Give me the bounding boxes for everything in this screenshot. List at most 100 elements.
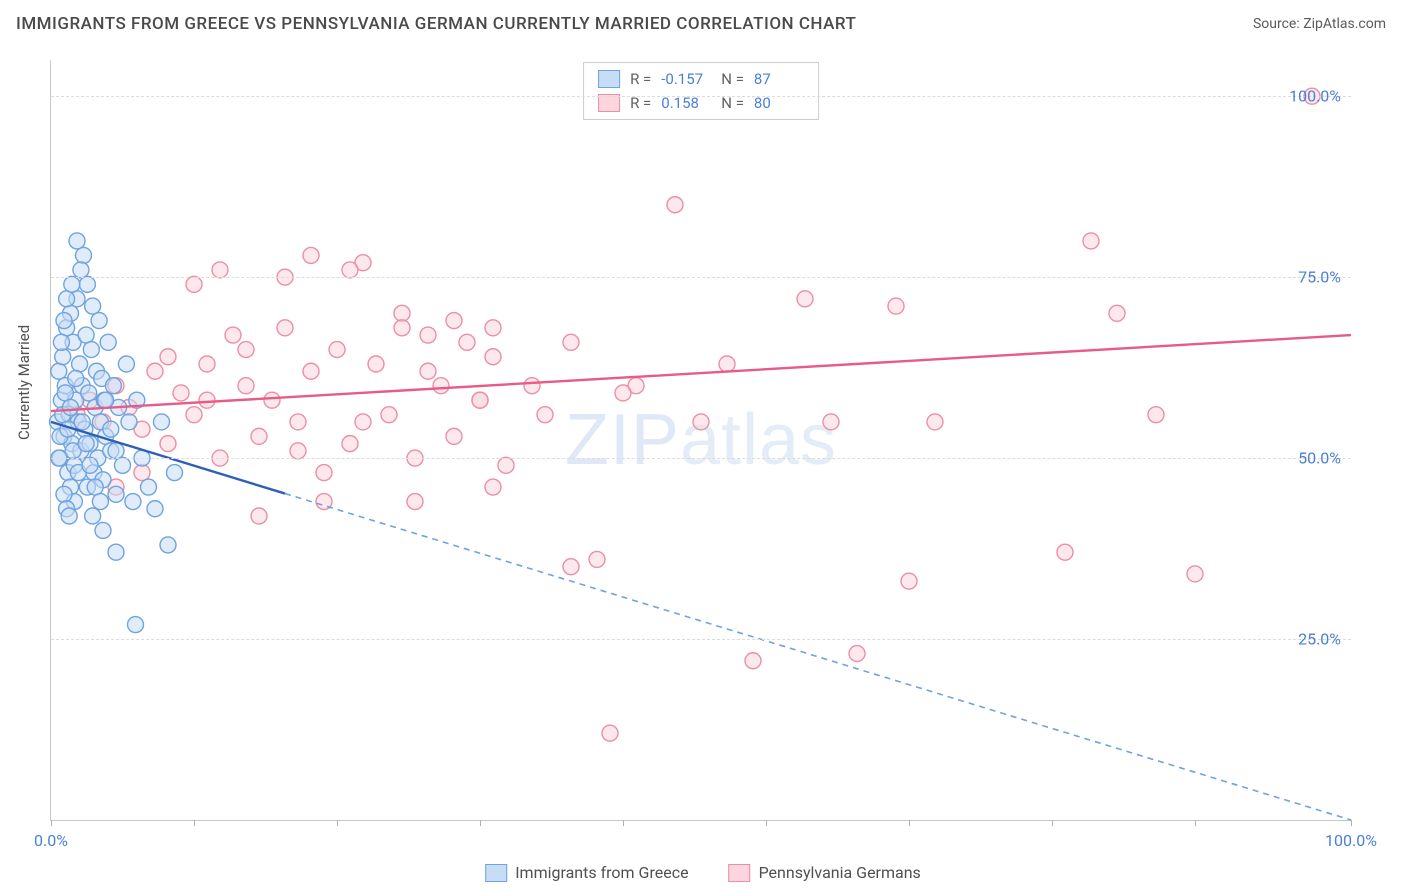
data-point — [108, 544, 124, 560]
data-point — [446, 313, 462, 329]
data-point — [98, 392, 114, 408]
data-point — [342, 262, 358, 278]
data-point — [118, 356, 134, 372]
gridline — [51, 639, 1351, 640]
data-point — [128, 617, 144, 633]
data-point — [73, 262, 89, 278]
data-point — [85, 298, 101, 314]
data-point — [167, 465, 183, 481]
legend-item-2: Pennsylvania Germans — [729, 863, 921, 882]
data-point — [498, 457, 514, 473]
data-point — [64, 276, 80, 292]
data-point — [186, 276, 202, 292]
x-tick — [337, 820, 338, 826]
data-point — [719, 356, 735, 372]
data-point — [1187, 566, 1203, 582]
data-point — [667, 197, 683, 213]
stats-box: R = -0.157 N = 87 R = 0.158 N = 80 — [583, 62, 819, 120]
x-tick — [766, 820, 767, 826]
bottom-legend: Immigrants from Greece Pennsylvania Germ… — [485, 863, 921, 882]
data-point — [420, 363, 436, 379]
data-point — [303, 247, 319, 263]
data-point — [55, 349, 71, 365]
data-point — [59, 291, 75, 307]
data-point — [69, 233, 85, 249]
data-point — [602, 725, 618, 741]
data-point — [141, 479, 157, 495]
x-tick — [1351, 820, 1352, 826]
stat-n-label: N = — [721, 67, 744, 91]
stats-row-series-1: R = -0.157 N = 87 — [598, 67, 804, 91]
data-point — [888, 298, 904, 314]
swatch-series-1 — [598, 70, 620, 88]
data-point — [95, 522, 111, 538]
data-point — [316, 465, 332, 481]
legend-swatch-2 — [729, 864, 751, 882]
data-point — [51, 363, 67, 379]
data-point — [82, 457, 98, 473]
data-point — [199, 356, 215, 372]
trend-line — [285, 494, 1351, 820]
data-point — [485, 479, 501, 495]
stat-r-value-2: 0.158 — [661, 91, 711, 115]
data-point — [901, 573, 917, 589]
gridline — [51, 458, 1351, 459]
data-point — [927, 414, 943, 430]
data-point — [485, 349, 501, 365]
legend-swatch-1 — [485, 864, 507, 882]
x-tick — [909, 820, 910, 826]
data-point — [407, 494, 423, 510]
x-tick — [623, 820, 624, 826]
data-point — [238, 342, 254, 358]
data-point — [147, 501, 163, 517]
data-point — [264, 392, 280, 408]
data-point — [74, 414, 90, 430]
data-point — [160, 349, 176, 365]
data-point — [76, 247, 92, 263]
x-tick-label: 0.0% — [34, 831, 68, 850]
x-tick — [51, 820, 52, 826]
y-tick-label: 50.0% — [1298, 449, 1341, 468]
legend-label-1: Immigrants from Greece — [515, 863, 688, 882]
data-point — [186, 407, 202, 423]
data-point — [394, 320, 410, 336]
data-point — [56, 486, 72, 502]
data-point — [212, 262, 228, 278]
data-point — [115, 457, 131, 473]
data-point — [563, 559, 579, 575]
data-point — [53, 334, 69, 350]
y-tick-label: 75.0% — [1298, 268, 1341, 287]
data-point — [79, 276, 95, 292]
data-point — [68, 370, 84, 386]
data-point — [459, 334, 475, 350]
data-point — [121, 414, 137, 430]
data-point — [147, 363, 163, 379]
data-point — [72, 356, 88, 372]
data-point — [420, 327, 436, 343]
data-point — [160, 537, 176, 553]
data-point — [160, 436, 176, 452]
data-point — [329, 342, 345, 358]
data-point — [1148, 407, 1164, 423]
x-tick-label: 100.0% — [1325, 831, 1377, 850]
data-point — [849, 646, 865, 662]
data-point — [134, 465, 150, 481]
data-point — [87, 479, 103, 495]
x-tick — [480, 820, 481, 826]
data-point — [92, 494, 108, 510]
data-point — [78, 436, 94, 452]
x-tick — [1195, 820, 1196, 826]
data-point — [91, 313, 107, 329]
stat-r-label: R = — [630, 67, 651, 91]
data-point — [83, 342, 99, 358]
stat-n-value-2: 80 — [754, 91, 804, 115]
data-point — [251, 428, 267, 444]
data-point — [78, 327, 94, 343]
data-point — [56, 313, 72, 329]
data-point — [225, 327, 241, 343]
data-point — [81, 385, 97, 401]
data-point — [108, 486, 124, 502]
legend-label-2: Pennsylvania Germans — [759, 863, 921, 882]
data-point — [1083, 233, 1099, 249]
data-point — [693, 414, 709, 430]
